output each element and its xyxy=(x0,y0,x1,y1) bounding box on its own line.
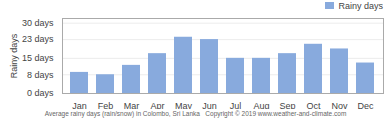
svg-text:Nov: Nov xyxy=(331,101,348,109)
svg-text:Apr: Apr xyxy=(150,101,164,109)
svg-text:15 days: 15 days xyxy=(22,53,54,63)
svg-text:30 days: 30 days xyxy=(22,18,54,28)
svg-text:23 days: 23 days xyxy=(22,34,54,44)
svg-text:Mar: Mar xyxy=(124,101,140,109)
svg-text:Jun: Jun xyxy=(202,101,217,109)
svg-text:Jul: Jul xyxy=(230,101,242,109)
svg-text:May: May xyxy=(175,101,193,109)
svg-text:Sep: Sep xyxy=(279,101,295,109)
html-text:Rainy days: Rainy days xyxy=(338,1,383,11)
svg-text:Feb: Feb xyxy=(98,101,114,109)
svg-text:0 days: 0 days xyxy=(27,88,54,98)
svg-text:8 days: 8 days xyxy=(27,70,54,80)
svg-text:Aug: Aug xyxy=(253,101,269,109)
svg-text:Dec: Dec xyxy=(357,101,374,109)
html-text:Average rainy days (rain/snow): Average rainy days (rain/snow) in Colomb… xyxy=(44,110,347,117)
svg-text:Oct: Oct xyxy=(306,101,321,109)
svg-text:Jan: Jan xyxy=(72,101,87,109)
svg-text:Rainy days: Rainy days xyxy=(9,33,19,78)
